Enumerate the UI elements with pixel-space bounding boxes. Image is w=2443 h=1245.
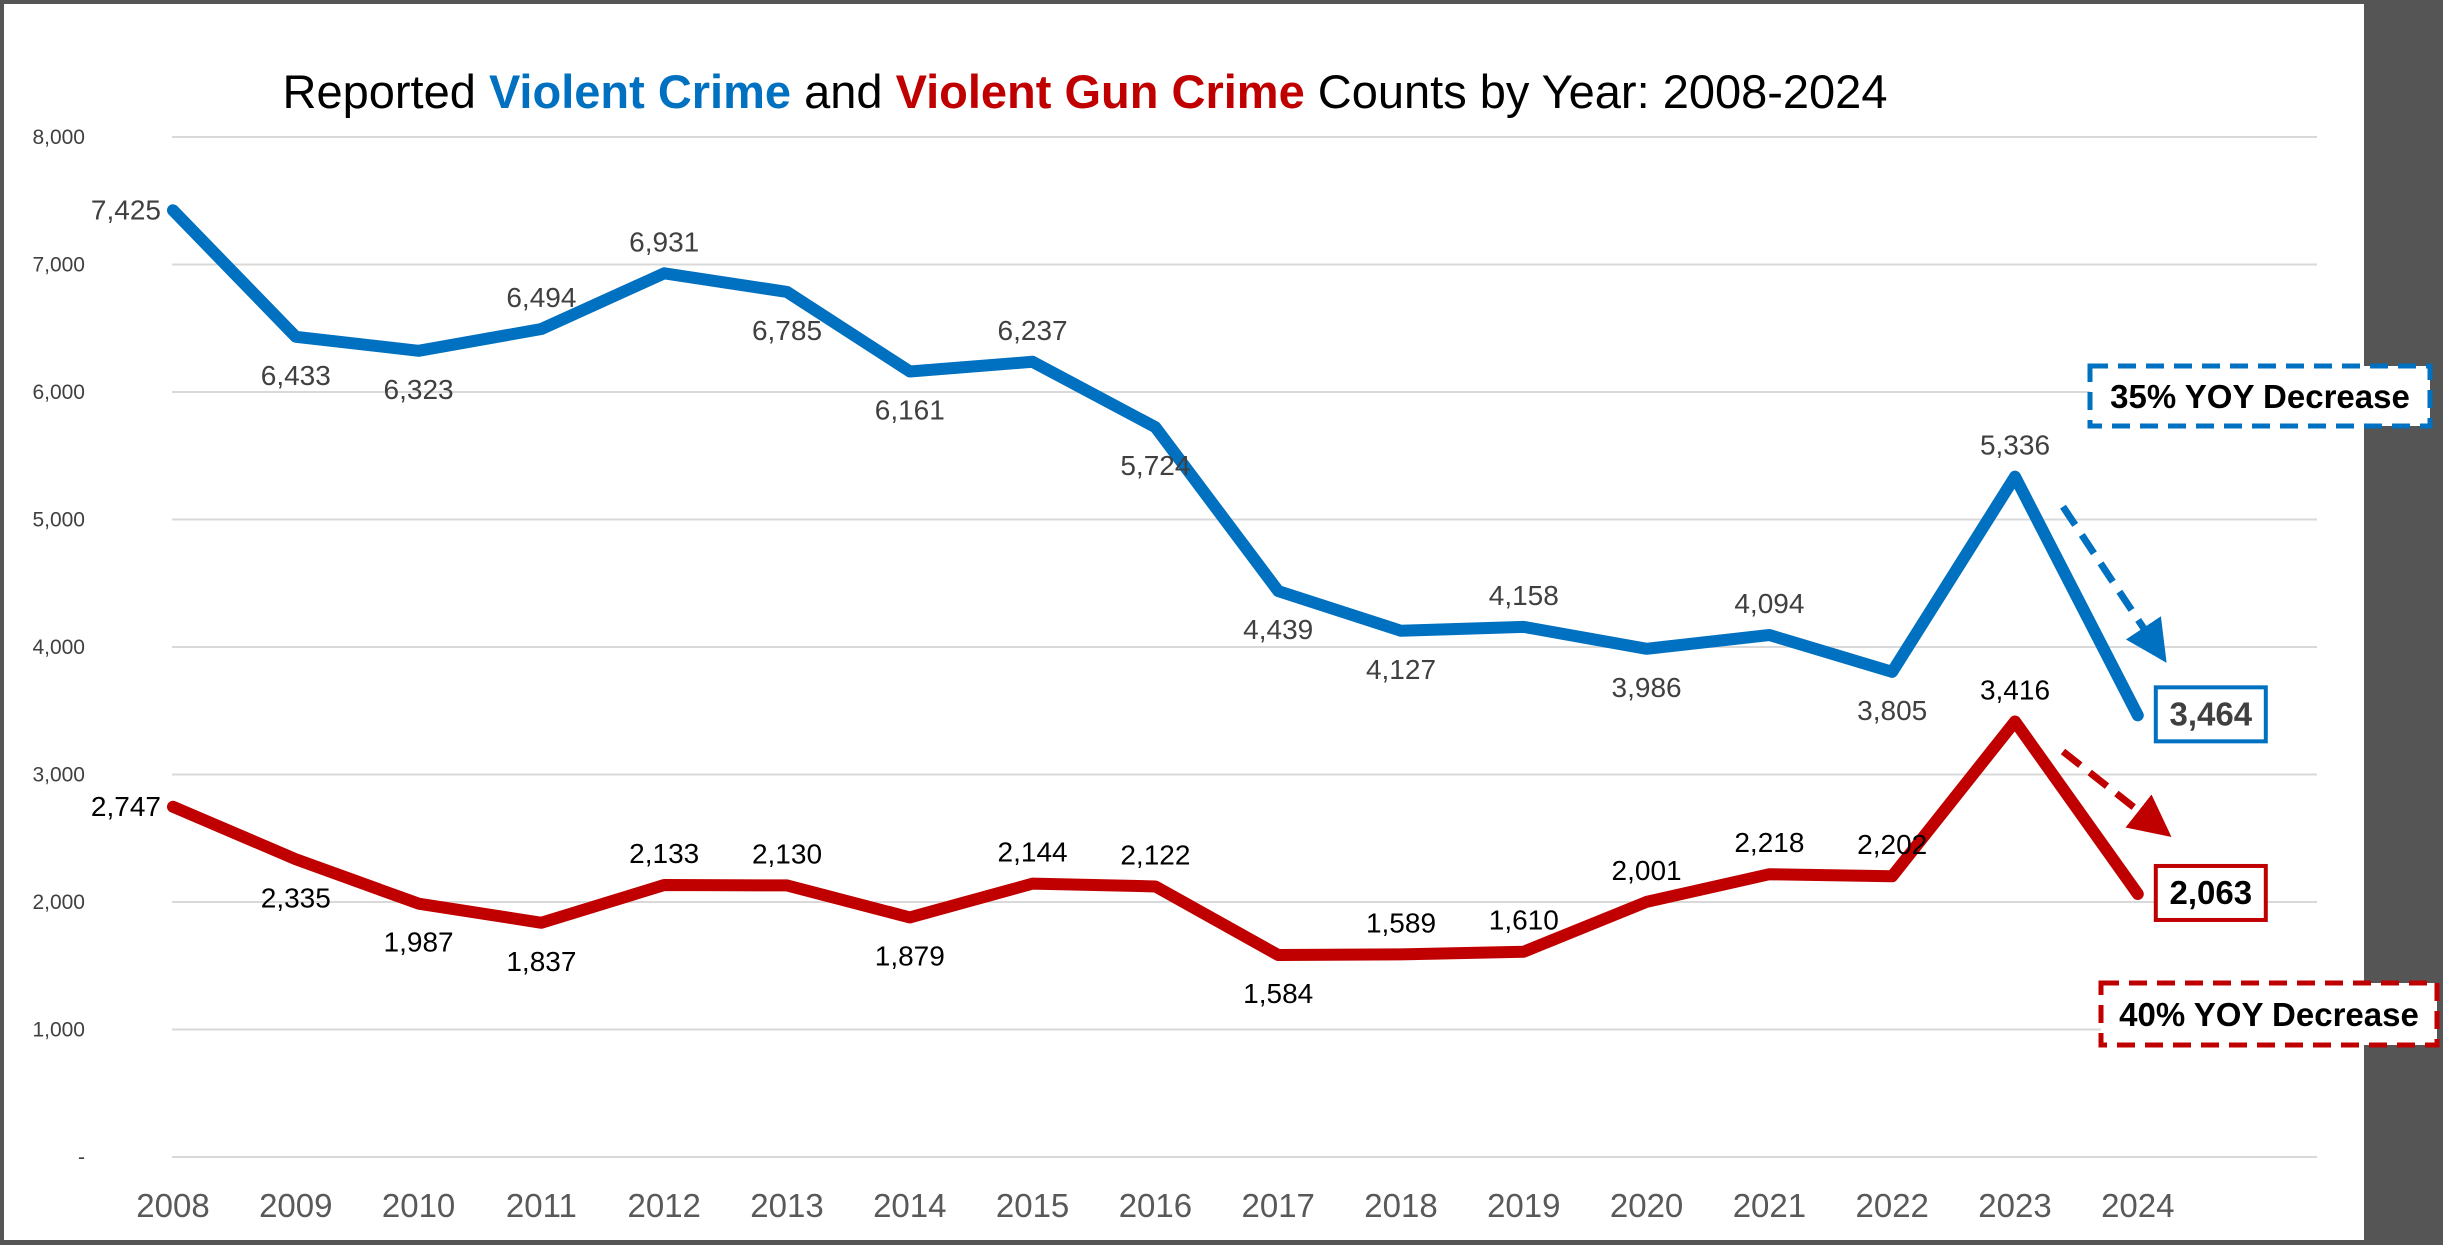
- x-tick-label: 2018: [1364, 1187, 1437, 1224]
- annotations: 35% YOY Decrease 40% YOY Decrease: [2060, 363, 2440, 1048]
- data-label: 1,879: [875, 940, 945, 971]
- data-label: 6,494: [506, 282, 576, 313]
- y-tick-label: 8,000: [32, 126, 85, 149]
- data-label: 2,218: [1734, 827, 1804, 858]
- data-label: 4,127: [1366, 654, 1436, 685]
- x-tick-label: 2017: [1241, 1187, 1314, 1224]
- chart-background: [4, 4, 2364, 1240]
- x-tick-label: 2023: [1978, 1187, 2051, 1224]
- data-label: 2,747: [91, 791, 161, 822]
- series-layer: [167, 204, 2144, 962]
- data-label: 1,584: [1243, 978, 1313, 1009]
- x-tick-label: 2014: [873, 1187, 946, 1224]
- data-labels: 7,425 6,433 6,323 6,494 6,931 6,785 6,161 6,237…: [91, 194, 2268, 1009]
- trend-arrow: [2060, 748, 2172, 837]
- data-label: 6,323: [384, 374, 454, 405]
- x-tick-label: 2022: [1855, 1187, 1928, 1224]
- data-label: 6,433: [261, 360, 331, 391]
- yoy-note-box: [2087, 363, 2433, 429]
- x-tick-label: 2010: [382, 1187, 455, 1224]
- data-label: 1,987: [384, 927, 454, 958]
- data-label: 1,610: [1489, 905, 1559, 936]
- data-label: 6,237: [998, 315, 1068, 346]
- y-tick-label: 1,000: [32, 1019, 85, 1042]
- gridlines: [172, 136, 2317, 1158]
- y-tick-label: -: [78, 1146, 85, 1169]
- x-tick-label: 2012: [627, 1187, 700, 1224]
- chart-title-part-0: Reported: [283, 65, 489, 118]
- data-label: 3,805: [1857, 695, 1927, 726]
- series-line-violent_crime: [167, 204, 2144, 722]
- x-axis: 2008 2009 2010 2011 2012 2013 2014 2015 2016 2017…: [136, 1187, 2174, 1224]
- x-tick-label: 2019: [1487, 1187, 1560, 1224]
- series-line-violent_gun_crime: [167, 715, 2144, 962]
- data-label: 2,202: [1857, 829, 1927, 860]
- data-label: 3,416: [1980, 674, 2050, 705]
- y-tick-label: 2,000: [32, 891, 85, 914]
- data-label: 2,133: [629, 838, 699, 869]
- data-label: 3,986: [1612, 672, 1682, 703]
- yoy-note-label: 40% YOY Decrease: [2119, 996, 2419, 1033]
- data-label: 1,589: [1366, 907, 1436, 938]
- trend-arrow: [2060, 504, 2167, 663]
- y-tick-label: 3,000: [32, 764, 85, 787]
- data-label: 2,001: [1612, 855, 1682, 886]
- x-tick-label: 2024: [2101, 1187, 2174, 1224]
- chart-title-part-4: Counts by Year: 2008-2024: [1305, 65, 1888, 118]
- final-value-box: [2153, 685, 2268, 744]
- data-label: 2,130: [752, 838, 822, 869]
- data-label: 2,063: [2170, 874, 2253, 911]
- y-tick-label: 7,000: [32, 254, 85, 277]
- data-label: 4,439: [1243, 614, 1313, 645]
- data-label: 2,335: [261, 882, 331, 913]
- x-tick-label: 2021: [1733, 1187, 1806, 1224]
- data-label: 2,144: [998, 837, 1068, 868]
- data-label: 1,837: [506, 946, 576, 977]
- x-tick-label: 2008: [136, 1187, 209, 1224]
- chart-title-part-3: Violent Gun Crime: [896, 65, 1305, 118]
- final-value-box: [2153, 863, 2268, 922]
- x-tick-label: 2013: [750, 1187, 823, 1224]
- chart-title-part-1: Violent Crime: [489, 65, 791, 118]
- x-tick-label: 2020: [1610, 1187, 1683, 1224]
- y-tick-label: 5,000: [32, 509, 85, 532]
- data-label: 2,122: [1120, 839, 1190, 870]
- data-label: 3,464: [2170, 695, 2253, 732]
- y-tick-label: 6,000: [32, 381, 85, 404]
- data-label: 6,931: [629, 226, 699, 257]
- y-tick-label: 4,000: [32, 636, 85, 659]
- data-label: 7,425: [91, 194, 161, 225]
- yoy-note-box: [2098, 980, 2440, 1048]
- data-label: 5,336: [1980, 430, 2050, 461]
- x-tick-label: 2009: [259, 1187, 332, 1224]
- yoy-note-label: 35% YOY Decrease: [2110, 378, 2410, 415]
- chart-title-part-2: and: [791, 65, 896, 118]
- x-tick-label: 2015: [996, 1187, 1069, 1224]
- data-label: 4,094: [1734, 588, 1804, 619]
- data-label: 6,161: [875, 394, 945, 425]
- x-tick-label: 2016: [1119, 1187, 1192, 1224]
- y-axis: - 1,000 2,000 3,000 4,000 5,000 6,000 7,000 8,00…: [32, 126, 85, 1169]
- data-label: 5,724: [1120, 450, 1190, 481]
- x-tick-label: 2011: [506, 1187, 577, 1224]
- chart-title: Reported Violent Crime and Violent Gun C…: [283, 65, 1888, 118]
- data-label: 6,785: [752, 315, 822, 346]
- data-label: 4,158: [1489, 580, 1559, 611]
